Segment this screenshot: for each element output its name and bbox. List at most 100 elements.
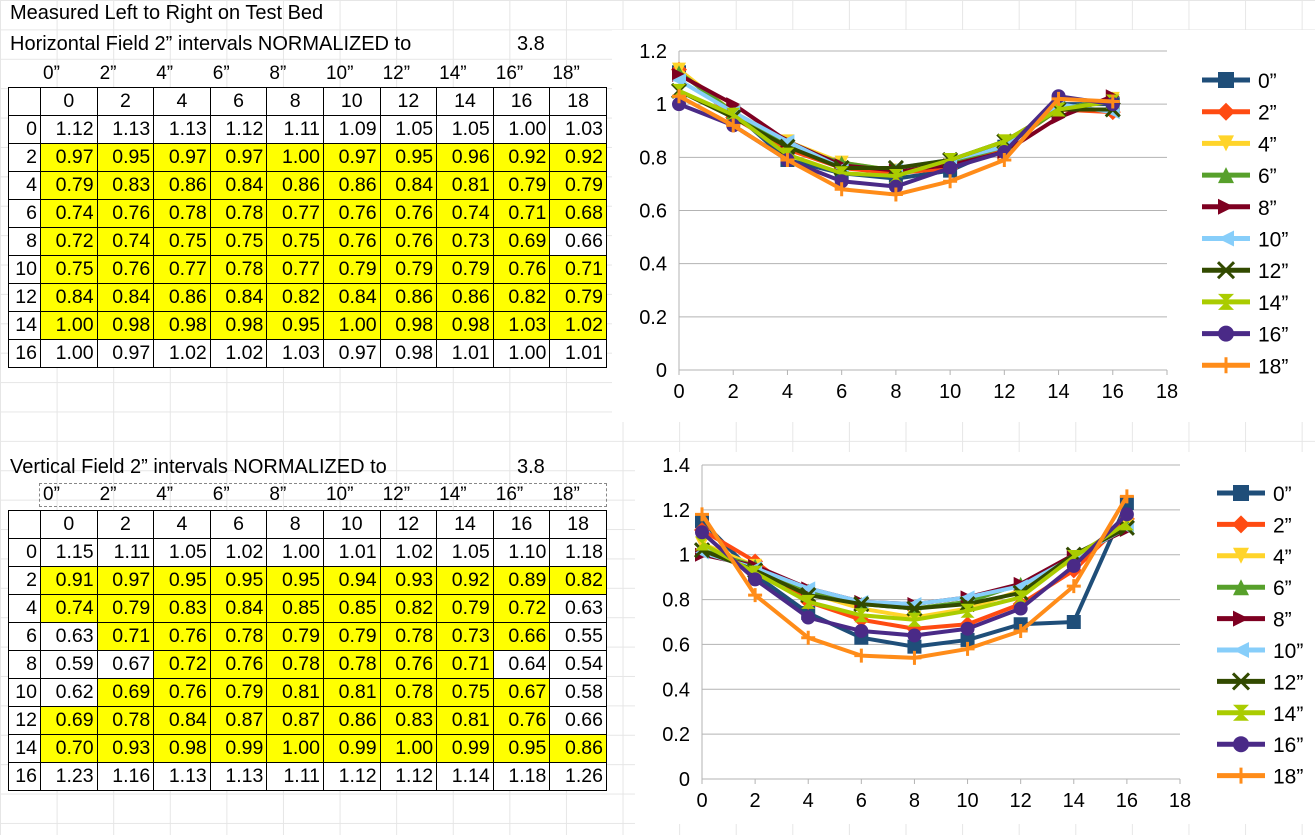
data-cell[interactable]: 0.77 xyxy=(153,255,211,284)
data-cell[interactable]: 0.75 xyxy=(266,227,324,256)
data-cell[interactable]: 0.64 xyxy=(492,650,551,679)
data-cell[interactable]: 1.03 xyxy=(549,115,607,144)
data-cell[interactable]: 0.79 xyxy=(549,171,607,200)
data-point-marker[interactable] xyxy=(960,641,975,656)
data-cell[interactable]: 0.78 xyxy=(379,678,438,707)
column-header-cell[interactable]: 8 xyxy=(266,87,324,116)
data-point-marker[interactable] xyxy=(997,134,1012,149)
data-point-marker[interactable] xyxy=(1119,489,1134,504)
data-point-marker[interactable] xyxy=(672,89,686,104)
data-cell[interactable]: 0.76 xyxy=(379,650,438,679)
data-point-marker[interactable] xyxy=(672,73,686,88)
data-cell[interactable]: 0.79 xyxy=(436,255,494,284)
data-cell[interactable]: 0.86 xyxy=(266,171,324,200)
series-9[interactable] xyxy=(695,489,1134,665)
data-point-marker[interactable] xyxy=(726,107,741,122)
data-cell[interactable]: 0.66 xyxy=(549,227,607,256)
data-cell[interactable]: 0.74 xyxy=(40,594,98,623)
data-cell[interactable]: 0.92 xyxy=(436,566,494,595)
data-point-marker[interactable] xyxy=(1013,623,1028,638)
data-cell[interactable]: 0.97 xyxy=(322,339,381,368)
legend-item[interactable]: 10” xyxy=(1217,640,1303,663)
data-point-marker[interactable] xyxy=(1216,261,1236,280)
data-cell[interactable]: 0.69 xyxy=(492,227,551,256)
data-cell[interactable]: 0.86 xyxy=(549,734,607,763)
data-cell[interactable]: 1.11 xyxy=(266,115,324,144)
data-point-marker[interactable] xyxy=(1218,230,1234,247)
data-cell[interactable]: 0.77 xyxy=(266,199,324,228)
data-cell[interactable]: 0.69 xyxy=(96,678,155,707)
legend-item[interactable]: 2” xyxy=(1217,514,1292,537)
data-cell[interactable]: 0.69 xyxy=(40,706,98,735)
legend-item[interactable]: 16” xyxy=(1202,324,1288,347)
data-cell[interactable]: 0.76 xyxy=(322,199,381,228)
data-cell[interactable]: 0.75 xyxy=(40,255,98,284)
data-cell[interactable]: 1.13 xyxy=(153,115,211,144)
data-cell[interactable]: 0.98 xyxy=(436,311,494,340)
data-cell[interactable]: 0.74 xyxy=(436,199,494,228)
column-header-cell[interactable]: 0 xyxy=(40,87,98,116)
legend-item[interactable]: 14” xyxy=(1217,703,1303,726)
data-point-marker[interactable] xyxy=(695,525,709,540)
data-point-marker[interactable] xyxy=(1232,515,1250,534)
data-point-marker[interactable] xyxy=(672,97,686,112)
data-cell[interactable]: 0.66 xyxy=(492,622,551,651)
data-point-marker[interactable] xyxy=(801,594,816,609)
data-point-marker[interactable] xyxy=(960,621,975,636)
data-cell[interactable]: 1.26 xyxy=(549,762,607,791)
data-cell[interactable]: 0.97 xyxy=(322,143,381,172)
data-cell[interactable]: 0.76 xyxy=(379,199,438,228)
column-header-cell[interactable]: 12 xyxy=(379,510,438,539)
data-cell[interactable]: 1.11 xyxy=(96,538,155,567)
data-cell[interactable]: 0.98 xyxy=(153,311,211,340)
data-cell[interactable]: 0.85 xyxy=(322,594,381,623)
column-header-cell[interactable]: 0 xyxy=(40,510,98,539)
data-cell[interactable]: 0.84 xyxy=(40,283,98,312)
data-cell[interactable]: 0.77 xyxy=(266,255,324,284)
data-point-marker[interactable] xyxy=(1233,610,1249,627)
legend-item[interactable]: 2” xyxy=(1202,102,1277,125)
row-label-cell[interactable]: 6 xyxy=(8,199,41,228)
data-cell[interactable]: 0.82 xyxy=(549,566,607,595)
data-cell[interactable]: 1.05 xyxy=(436,538,494,567)
data-point-marker[interactable] xyxy=(854,648,869,663)
data-cell[interactable]: 0.78 xyxy=(153,199,211,228)
data-cell[interactable]: 0.84 xyxy=(209,283,268,312)
data-cell[interactable]: 1.00 xyxy=(266,143,324,172)
data-cell[interactable]: 0.86 xyxy=(379,283,438,312)
data-cell[interactable]: 0.86 xyxy=(153,171,211,200)
data-cell[interactable]: 0.72 xyxy=(492,594,551,623)
column-header-cell[interactable]: 6 xyxy=(209,510,268,539)
data-cell[interactable]: 1.10 xyxy=(492,538,551,567)
legend-item[interactable]: 12” xyxy=(1202,260,1288,283)
data-point-marker[interactable] xyxy=(695,507,709,522)
data-cell[interactable]: 1.14 xyxy=(436,762,494,791)
data-cell[interactable]: 0.66 xyxy=(549,706,607,735)
data-point-marker[interactable] xyxy=(1233,736,1249,753)
data-cell[interactable]: 0.95 xyxy=(266,311,324,340)
data-cell[interactable]: 0.95 xyxy=(153,566,211,595)
data-point-marker[interactable] xyxy=(1233,485,1249,501)
legend-item[interactable]: 18” xyxy=(1217,766,1303,789)
data-cell[interactable]: 1.13 xyxy=(153,762,211,791)
data-point-marker[interactable] xyxy=(1233,642,1249,658)
data-point-marker[interactable] xyxy=(943,174,958,189)
data-cell[interactable]: 0.78 xyxy=(96,706,155,735)
data-cell[interactable]: 0.81 xyxy=(436,171,494,200)
data-point-marker[interactable] xyxy=(1233,704,1249,721)
data-cell[interactable]: 0.59 xyxy=(40,650,98,679)
column-header-cell[interactable]: 12 xyxy=(379,87,438,116)
data-cell[interactable]: 0.84 xyxy=(209,171,268,200)
data-point-marker[interactable] xyxy=(1066,558,1081,573)
column-header-cell[interactable]: 14 xyxy=(436,510,494,539)
data-point-marker[interactable] xyxy=(748,572,763,587)
data-cell[interactable]: 0.79 xyxy=(96,594,155,623)
data-cell[interactable]: 0.71 xyxy=(492,199,551,228)
data-point-marker[interactable] xyxy=(834,182,849,197)
data-cell[interactable]: 0.95 xyxy=(96,143,155,172)
data-cell[interactable]: 0.78 xyxy=(209,622,268,651)
horizontal-chart[interactable]: 0 0.2 0.4 0.6 0.8 1 1.2 0 2 4 6 8 10 12 14 16 18 0” 2” 4” 6”… xyxy=(612,30,1315,422)
row-label-cell[interactable]: 12 xyxy=(8,283,41,312)
data-cell[interactable]: 0.84 xyxy=(153,706,211,735)
data-cell[interactable]: 0.63 xyxy=(40,622,98,651)
